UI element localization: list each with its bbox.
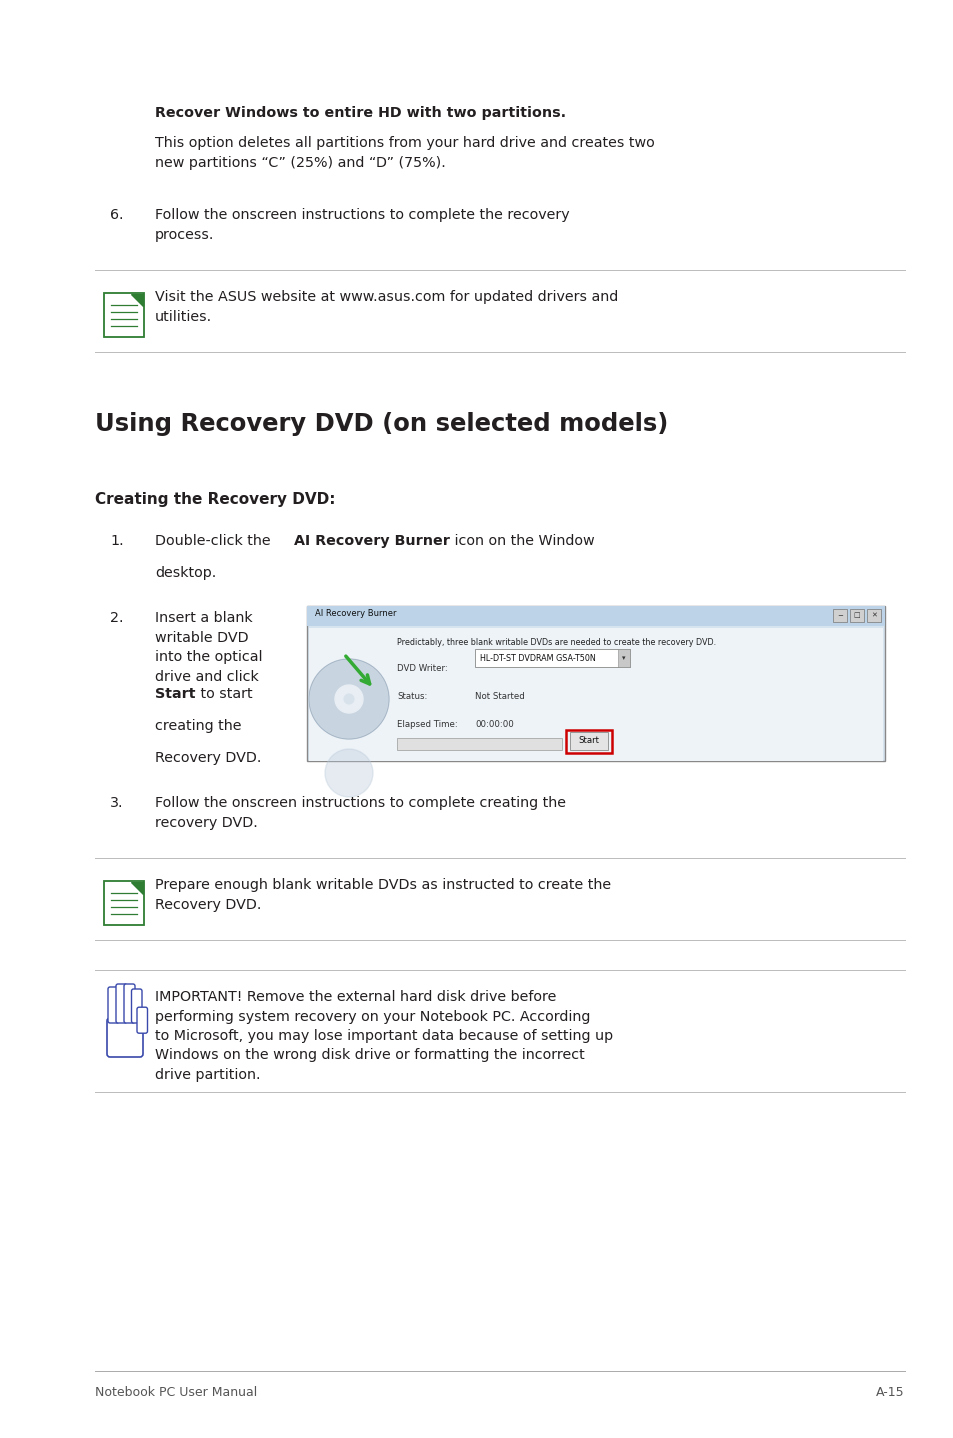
FancyBboxPatch shape: [396, 738, 561, 751]
FancyBboxPatch shape: [866, 610, 880, 623]
Text: Notebook PC User Manual: Notebook PC User Manual: [95, 1386, 257, 1399]
Text: Elapsed Time:: Elapsed Time:: [396, 720, 457, 729]
Text: 00:00:00: 00:00:00: [475, 720, 514, 729]
Text: Follow the onscreen instructions to complete the recovery
process.: Follow the onscreen instructions to comp…: [154, 209, 569, 242]
FancyBboxPatch shape: [618, 649, 629, 667]
Text: This option deletes all partitions from your hard drive and creates two
new part: This option deletes all partitions from …: [154, 137, 654, 170]
FancyBboxPatch shape: [108, 986, 119, 1022]
Circle shape: [309, 659, 389, 739]
Text: AI Recovery Burner: AI Recovery Burner: [294, 533, 449, 548]
FancyBboxPatch shape: [107, 1018, 143, 1057]
Text: Follow the onscreen instructions to complete creating the
recovery DVD.: Follow the onscreen instructions to comp…: [154, 797, 565, 830]
Text: 3.: 3.: [110, 797, 123, 810]
Text: desktop.: desktop.: [154, 567, 216, 580]
Text: DVD Writer:: DVD Writer:: [396, 664, 447, 673]
Text: Recover Windows to entire HD with two partitions.: Recover Windows to entire HD with two pa…: [154, 106, 565, 119]
Circle shape: [344, 695, 354, 703]
Text: Visit the ASUS website at www.asus.com for updated drivers and
utilities.: Visit the ASUS website at www.asus.com f…: [154, 290, 618, 324]
Polygon shape: [131, 293, 143, 306]
Text: HL-DT-ST DVDRAM GSA-T50N: HL-DT-ST DVDRAM GSA-T50N: [479, 654, 595, 663]
FancyBboxPatch shape: [124, 984, 135, 1022]
Text: Double-click the: Double-click the: [154, 533, 274, 548]
Text: 6.: 6.: [110, 209, 123, 221]
FancyBboxPatch shape: [307, 605, 884, 626]
Text: creating the: creating the: [154, 719, 241, 733]
Text: 1.: 1.: [110, 533, 124, 548]
Text: −: −: [836, 613, 842, 618]
Text: Start: Start: [578, 736, 598, 745]
FancyBboxPatch shape: [104, 293, 144, 336]
Text: AI Recovery Burner: AI Recovery Burner: [314, 610, 396, 618]
Text: Status:: Status:: [396, 692, 427, 700]
FancyBboxPatch shape: [475, 649, 629, 667]
Text: Creating the Recovery DVD:: Creating the Recovery DVD:: [95, 492, 335, 508]
Circle shape: [325, 749, 373, 797]
Text: 2.: 2.: [110, 611, 123, 626]
FancyBboxPatch shape: [569, 732, 607, 751]
FancyBboxPatch shape: [307, 605, 884, 761]
Text: Insert a blank
writable DVD
into the optical
drive and click: Insert a blank writable DVD into the opt…: [154, 611, 262, 684]
Text: Not Started: Not Started: [475, 692, 524, 700]
Text: ✕: ✕: [870, 613, 876, 618]
FancyBboxPatch shape: [116, 984, 127, 1022]
FancyBboxPatch shape: [849, 610, 863, 623]
FancyBboxPatch shape: [309, 628, 882, 761]
Text: IMPORTANT! Remove the external hard disk drive before
performing system recovery: IMPORTANT! Remove the external hard disk…: [154, 989, 613, 1081]
Text: Recovery DVD.: Recovery DVD.: [154, 751, 261, 765]
Text: to start: to start: [196, 687, 253, 700]
FancyBboxPatch shape: [137, 1007, 148, 1032]
Text: ▾: ▾: [621, 654, 625, 661]
Text: □: □: [853, 613, 860, 618]
Text: Prepare enough blank writable DVDs as instructed to create the
Recovery DVD.: Prepare enough blank writable DVDs as in…: [154, 879, 611, 912]
FancyBboxPatch shape: [104, 881, 144, 925]
Text: Predictably, three blank writable DVDs are needed to create the recovery DVD.: Predictably, three blank writable DVDs a…: [396, 638, 716, 647]
FancyBboxPatch shape: [832, 610, 846, 623]
Text: Start: Start: [154, 687, 195, 700]
Text: A-15: A-15: [876, 1386, 904, 1399]
FancyBboxPatch shape: [132, 989, 142, 1022]
Text: icon on the Window: icon on the Window: [450, 533, 594, 548]
Text: Using Recovery DVD (on selected models): Using Recovery DVD (on selected models): [95, 413, 668, 436]
Circle shape: [335, 684, 363, 713]
Polygon shape: [131, 881, 143, 894]
